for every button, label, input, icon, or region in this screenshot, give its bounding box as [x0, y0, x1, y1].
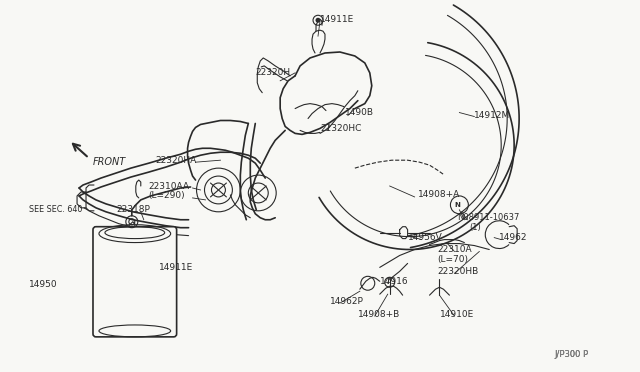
Text: (L=290): (L=290): [148, 192, 186, 201]
Text: 14962P: 14962P: [330, 296, 364, 306]
Text: 22310AA: 22310AA: [148, 182, 189, 190]
Text: 14916: 14916: [380, 277, 408, 286]
Text: 22318P: 22318P: [116, 205, 150, 214]
Text: 22320HA: 22320HA: [156, 156, 197, 165]
Text: 14912M: 14912M: [474, 111, 511, 120]
Text: 14950: 14950: [29, 280, 58, 289]
Text: SEE SEC. 640: SEE SEC. 640: [29, 205, 83, 214]
Text: (1): (1): [469, 223, 481, 232]
Text: 1490B: 1490B: [345, 108, 374, 117]
Text: N: N: [454, 202, 460, 208]
Text: (L=70): (L=70): [438, 255, 468, 264]
Text: 14911E: 14911E: [320, 15, 355, 24]
Text: 14908+B: 14908+B: [358, 310, 400, 318]
Circle shape: [316, 18, 321, 23]
Text: FRONT: FRONT: [93, 157, 126, 167]
Text: 14956V: 14956V: [408, 233, 442, 242]
Text: 14911E: 14911E: [159, 263, 193, 272]
Text: J/P300 P: J/P300 P: [555, 350, 589, 359]
Text: 14908+A: 14908+A: [417, 190, 460, 199]
FancyBboxPatch shape: [93, 227, 177, 337]
Text: J/P300 P: J/P300 P: [555, 350, 589, 359]
Text: 14910E: 14910E: [440, 310, 474, 318]
Text: N08911-10637: N08911-10637: [458, 213, 520, 222]
Text: 22320HB: 22320HB: [438, 267, 479, 276]
Text: 22310A: 22310A: [438, 245, 472, 254]
Text: 22320H: 22320H: [255, 68, 291, 77]
Text: 22320HC: 22320HC: [320, 124, 362, 133]
Text: 14962: 14962: [499, 233, 528, 242]
